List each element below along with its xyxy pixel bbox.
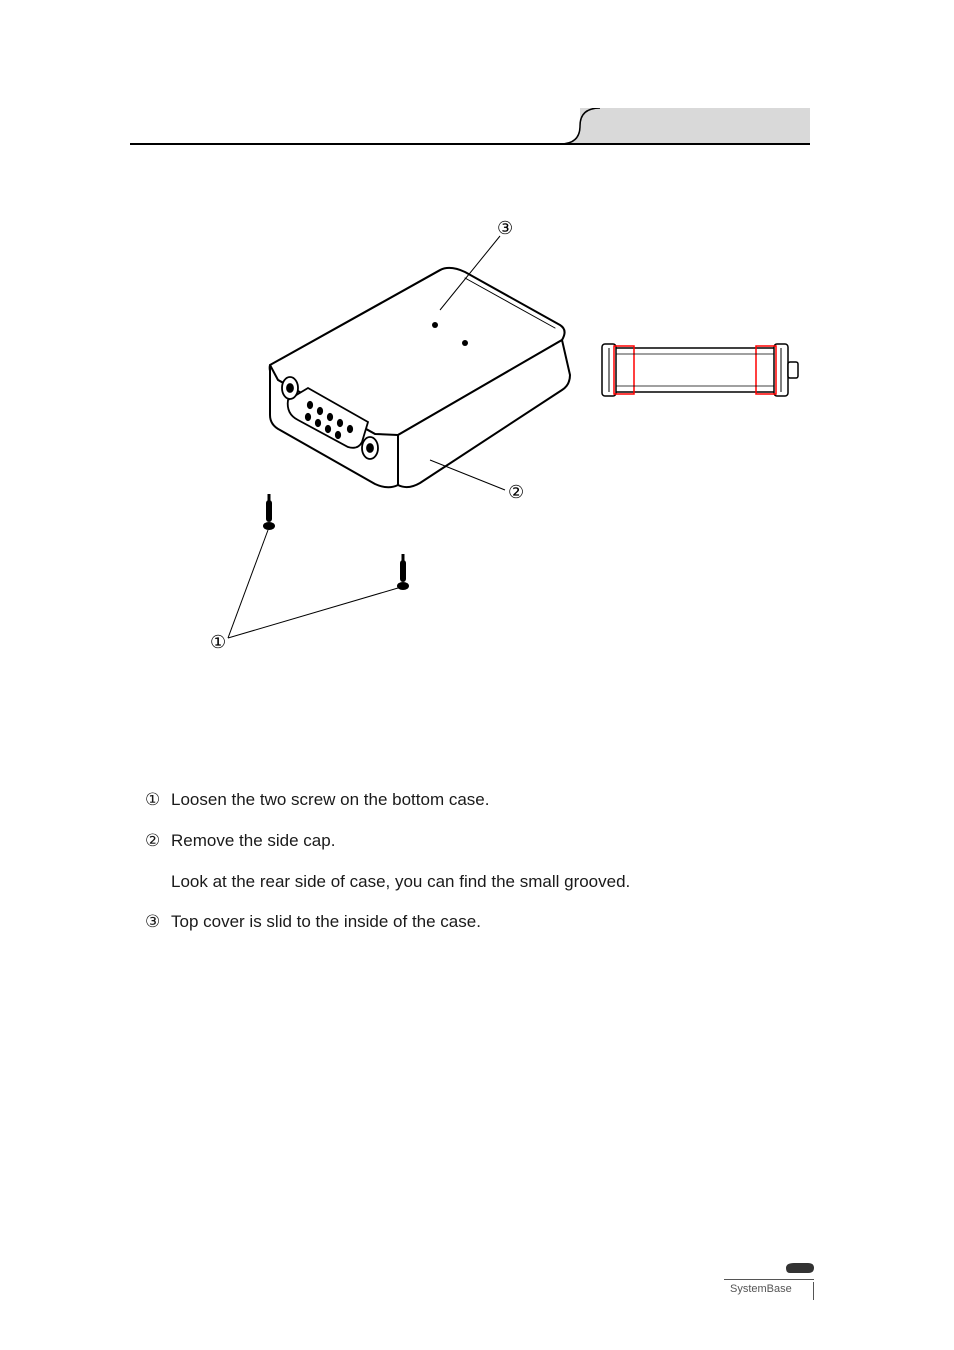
instruction-text: Loosen the two screw on the bottom case. [171,780,489,821]
instruction-text: Remove the side cap. [171,821,335,862]
instruction-row: Look at the rear side of case, you can f… [145,862,745,903]
instruction-num [145,862,171,903]
instruction-row: ① Loosen the two screw on the bottom cas… [145,780,745,821]
header-underline [130,143,810,145]
instruction-row: ③ Top cover is slid to the inside of the… [145,902,745,943]
instruction-text: Look at the rear side of case, you can f… [171,862,630,903]
footer-divider [724,1279,814,1280]
instruction-num: ② [145,821,171,862]
instruction-num: ① [145,780,171,821]
footer-brand: SystemBase [724,1282,814,1300]
instruction-num: ③ [145,902,171,943]
screw-2 [397,554,409,590]
callout-3: ③ [497,218,513,239]
screw-1 [263,494,275,530]
instruction-row: ② Remove the side cap. [145,821,745,862]
callout-1: ① [210,632,226,653]
callout-2: ② [508,482,524,503]
footer: SystemBase [724,1259,814,1300]
header-bar [580,108,810,144]
header-curve [560,108,600,144]
page: ③ ② ① ① Loosen the two screw on the bott… [0,0,954,1350]
footer-logo-icon [786,1259,814,1275]
device-diagram [130,200,810,700]
instruction-text: Top cover is slid to the inside of the c… [171,902,481,943]
diagram-area: ③ ② ① [130,200,810,700]
instructions-list: ① Loosen the two screw on the bottom cas… [145,780,745,943]
